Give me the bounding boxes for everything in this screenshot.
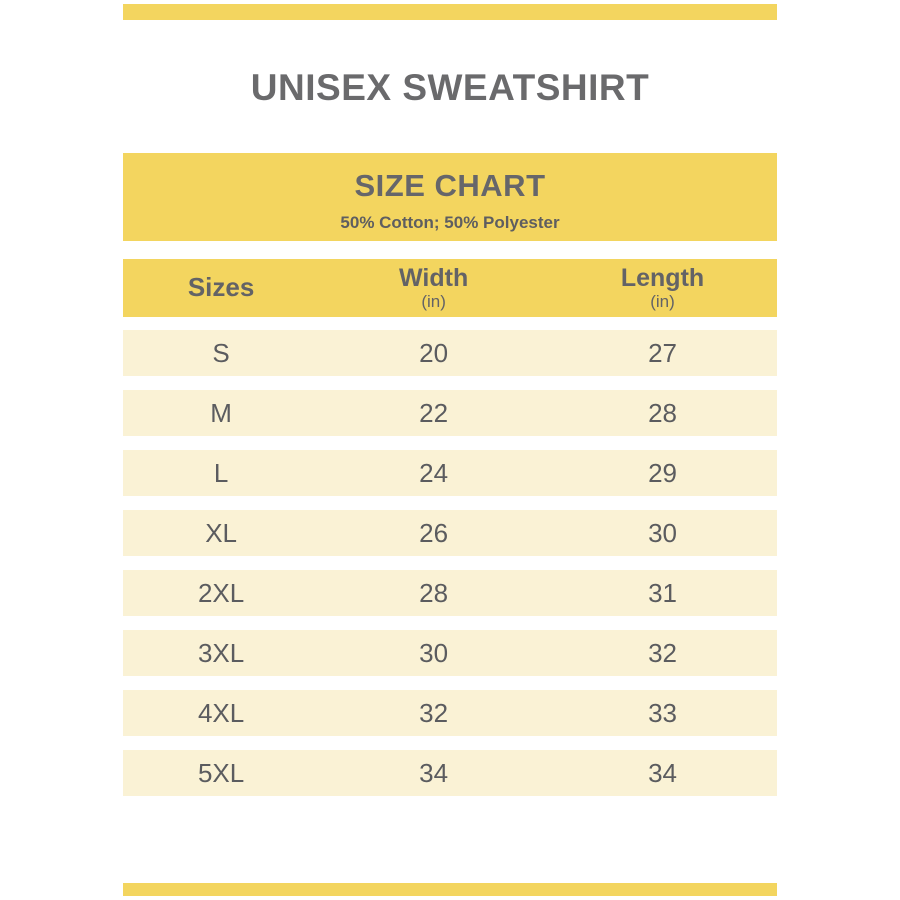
cell-length: 34 [648,757,677,788]
cell-length: 32 [648,637,677,668]
column-header-width-unit: (in) [421,292,446,312]
cell-width: 30 [419,637,449,668]
table-row: 5XL 34 34 [123,750,777,796]
column-header-width: Width (in) [319,265,548,311]
cell-width: 24 [419,457,449,488]
cell-size: L [213,457,229,488]
table-row: 3XL 30 32 [123,630,777,676]
cell-size: XL [205,517,237,548]
cell-width: 26 [419,517,449,548]
table-header-row: Sizes Width (in) Length (in) [123,259,777,317]
cell-size: M [210,397,232,428]
bottom-accent-bar [123,883,777,896]
cell-length: 28 [648,397,677,428]
page-title: UNISEX SWEATSHIRT [250,67,650,108]
cell-width: 22 [419,397,449,428]
table-row: 4XL 32 33 [123,690,777,736]
table-row: L 24 29 [123,450,777,496]
cell-length: 31 [648,577,677,608]
table-row: 2XL 28 31 [123,570,777,616]
table-row: S 20 27 [123,330,777,376]
cell-size: 4XL [197,697,245,728]
column-header-length-label: Length [620,263,705,292]
cell-width: 28 [419,577,449,608]
fabric-composition-subtitle: 50% Cotton; 50% Polyester [340,213,560,232]
cell-size: 2XL [197,577,245,608]
cell-size: 5XL [197,757,245,788]
size-chart-header: SIZE CHART 50% Cotton; 50% Polyester [123,153,777,241]
cell-length: 29 [648,457,677,488]
table-row: M 22 28 [123,390,777,436]
column-header-length: Length (in) [548,265,777,311]
content-area: UNISEX SWEATSHIRT SIZE CHART 50% Cotton;… [123,0,777,810]
size-chart-title: SIZE CHART [354,168,546,203]
top-accent-bar [123,4,777,20]
column-header-width-label: Width [399,263,469,292]
table-row: XL 26 30 [123,510,777,556]
column-header-length-unit: (in) [650,292,675,312]
cell-width: 34 [419,757,449,788]
cell-length: 30 [648,517,677,548]
cell-width: 32 [419,697,449,728]
cell-length: 33 [648,697,677,728]
cell-size: 3XL [197,637,245,668]
table-body: S 20 27 M 22 28 L 24 29 XL 26 30 2XL 28 31 3XL 30 32 4XL 32… [123,330,777,796]
cell-width: 20 [419,337,449,368]
cell-size: S [212,337,230,368]
cell-length: 27 [648,337,677,368]
column-header-sizes-label: Sizes [187,272,255,303]
column-header-sizes: Sizes [123,272,319,303]
